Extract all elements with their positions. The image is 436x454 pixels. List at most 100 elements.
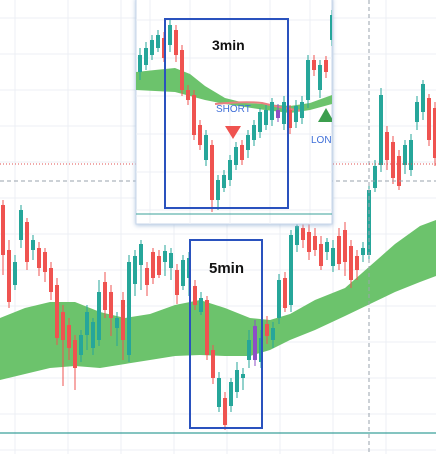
main-candle-body (139, 244, 143, 265)
main-candle-body (1, 205, 5, 255)
inset-candle-body (264, 110, 268, 125)
inset-candle-body (324, 60, 328, 72)
inset-candle-body (150, 40, 154, 55)
main-candle-body (127, 262, 131, 355)
inset-candle-body (312, 60, 316, 70)
inset-candle-body (222, 175, 226, 188)
main-candle-body (97, 292, 101, 340)
inset-candle-body (282, 102, 286, 124)
main-candle-body (367, 190, 371, 255)
inset-candle-body (180, 50, 184, 90)
main-candle-body (337, 236, 341, 264)
main-candle-body (361, 248, 365, 255)
main-candle-body (379, 95, 383, 165)
main-candle-body (307, 232, 311, 252)
main-candle-body (79, 335, 83, 355)
main-candle-body (343, 230, 347, 262)
main-candle-body (385, 132, 389, 160)
main-candle-body (391, 142, 395, 178)
short-label: SHORT (216, 104, 251, 115)
main-candle-body (37, 248, 41, 268)
inset-candle-body (198, 125, 202, 145)
main-candle-body (409, 140, 413, 170)
main-candle-body (403, 145, 407, 165)
inset-candle-body (288, 110, 292, 128)
main-candle-body (301, 228, 305, 240)
short-marker-triangle-down-icon (225, 126, 241, 139)
main-candle-body (175, 270, 179, 295)
main-candle-body (157, 256, 161, 275)
inset-candle-body (270, 102, 274, 120)
label-3min: 3min (212, 37, 245, 53)
inset-candle-body (186, 90, 190, 100)
long-marker-triangle-up-icon (318, 108, 332, 122)
inset-candle-body (168, 25, 172, 45)
main-candle-body (43, 252, 47, 272)
main-candle-body (49, 268, 53, 292)
main-candle-body (73, 340, 77, 368)
main-candle-body (355, 256, 359, 270)
main-candle-body (331, 248, 335, 266)
inset-candles (138, 10, 332, 212)
inset-candle-body (330, 15, 332, 40)
main-cloud-band (0, 220, 436, 380)
inset-candle-body (276, 110, 280, 118)
main-candle-body (193, 286, 197, 305)
main-candle-body (103, 282, 107, 310)
main-candle-body (325, 242, 329, 252)
long-label: LONG (311, 135, 340, 146)
inset-candle-body (144, 48, 148, 65)
inset-candle-body (294, 106, 298, 122)
main-candle-body (373, 166, 377, 188)
main-candle-body (319, 244, 323, 266)
inset-candle-body (246, 135, 250, 150)
main-candle-body (313, 236, 317, 250)
main-candle-body (133, 256, 137, 284)
main-candle-body (145, 268, 149, 285)
main-candle-body (25, 222, 29, 262)
main-candle-body (7, 250, 11, 302)
main-candle-body (277, 280, 281, 318)
main-candle-body (397, 156, 401, 186)
main-candle-body (271, 328, 275, 340)
main-candle-body (163, 251, 167, 262)
highlight-box-3min (164, 18, 289, 209)
main-candle-body (241, 374, 245, 378)
main-candle-body (151, 252, 155, 278)
main-candle-body (121, 300, 125, 340)
main-candle-body (199, 298, 203, 312)
inset-cloud-band (136, 68, 332, 113)
highlight-box-5min (189, 239, 263, 429)
label-5min: 5min (209, 260, 244, 277)
main-candle-body (415, 102, 419, 122)
main-candle-body (433, 108, 436, 158)
inset-candle-body (306, 60, 310, 100)
main-candle-body (253, 326, 257, 360)
main-candle-body (421, 84, 425, 112)
main-candle-body (229, 382, 233, 406)
inset-candle-body (210, 145, 214, 200)
inset-candle-body (240, 145, 244, 160)
inset-candle-body (192, 95, 196, 135)
main-candle-body (115, 318, 119, 328)
main-candle-body (211, 350, 215, 378)
main-candle-body (55, 285, 59, 338)
main-candles (1, 80, 436, 430)
main-candle-body (427, 98, 431, 140)
main-candle-body (19, 210, 23, 240)
main-candle-body (247, 340, 251, 360)
main-candle-body (283, 278, 287, 308)
main-candle-body (13, 262, 17, 285)
main-candle-body (109, 292, 113, 318)
main-candle-body (349, 246, 353, 280)
main-candle-body (217, 378, 221, 407)
main-candle-body (61, 312, 65, 340)
main-candle-body (91, 322, 95, 348)
main-candle-body (235, 370, 239, 392)
inset-candle-body (234, 147, 238, 165)
inset-candle-body (204, 135, 208, 160)
main-candle-body (205, 300, 209, 355)
main-candle-body (169, 253, 173, 268)
